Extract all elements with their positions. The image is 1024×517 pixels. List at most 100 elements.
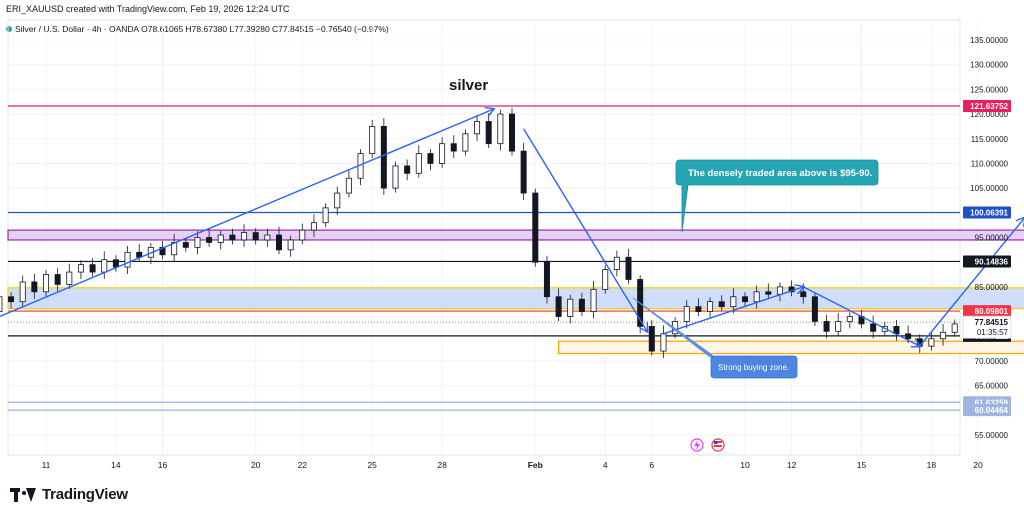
trend-arrow[interactable] xyxy=(0,109,493,326)
y-tick-label: 105.00000 xyxy=(970,184,1008,193)
candle-body xyxy=(427,153,434,164)
trendlines[interactable] xyxy=(0,109,1024,346)
candle-body xyxy=(905,333,912,340)
candle-body xyxy=(404,165,411,174)
last-price-value: 77.84515 xyxy=(975,318,1009,327)
candle-body xyxy=(602,269,609,290)
candle-body xyxy=(462,133,469,152)
candle-body xyxy=(555,296,562,317)
y-tick-label: 65.00000 xyxy=(975,382,1009,391)
candle-body xyxy=(532,192,539,263)
trend-arrow[interactable] xyxy=(523,128,647,331)
candle-body xyxy=(299,229,306,241)
x-tick-label: 20 xyxy=(251,460,261,470)
candle-body xyxy=(112,259,119,268)
y-tick-label: 95.00000 xyxy=(975,234,1009,243)
trend-arrow[interactable] xyxy=(663,287,803,335)
candle-body xyxy=(742,296,749,303)
candle-body xyxy=(951,323,958,333)
x-tick-label: Feb xyxy=(528,460,543,470)
candle-body xyxy=(415,153,422,174)
candle-body xyxy=(310,222,317,231)
flag-stripe-icon xyxy=(714,445,722,447)
candle-body xyxy=(940,331,947,340)
level-value-label: 80.09801 xyxy=(975,307,1009,316)
chart-credit: ERI_XAUUSD created with TradingView.com,… xyxy=(6,4,290,14)
level-tag-red-low xyxy=(963,305,1011,318)
candle-body xyxy=(194,237,201,248)
level-tag-red-top xyxy=(963,99,1011,112)
level-tag-blue-mid xyxy=(963,206,1011,219)
candle-body xyxy=(508,113,515,152)
level-tag-black-a xyxy=(963,255,1011,268)
x-tick-label: 12 xyxy=(787,460,797,470)
purple-zone xyxy=(7,229,1024,241)
brand-name: TradingView xyxy=(42,486,128,503)
y-tick-label: 125.00000 xyxy=(970,85,1008,94)
y-tick-label: 130.00000 xyxy=(970,61,1008,70)
candle-body xyxy=(287,239,294,251)
y-tick-label: 110.00000 xyxy=(971,159,1009,168)
trend-arrow[interactable] xyxy=(802,286,920,346)
callout-bottom-text: Strong buying zone. xyxy=(718,363,789,372)
candle-body xyxy=(31,281,38,293)
candle-body xyxy=(124,251,131,268)
x-tick-label: 20 xyxy=(973,460,983,470)
candle-body xyxy=(765,291,772,295)
level-tag-blue-b xyxy=(963,404,1011,417)
level-value-label: 100.06391 xyxy=(970,208,1008,217)
candle-body xyxy=(800,291,807,298)
level-value-label: 61.63259 xyxy=(975,398,1009,407)
x-tick-label: 22 xyxy=(298,460,308,470)
price-axis[interactable]: 135.00000 130.00000 125.00000 120.00000 115.… xyxy=(970,36,1008,440)
candle-body xyxy=(392,165,399,189)
candle-body xyxy=(578,298,585,312)
candle-body xyxy=(730,296,737,308)
flag-stripe-icon xyxy=(714,441,722,443)
last-price-countdown: 01:35:57 xyxy=(977,328,1009,337)
y-tick-label: 70.00000 xyxy=(975,357,1009,366)
candle-body xyxy=(101,259,108,273)
candle-body xyxy=(275,234,282,251)
callout-top-text: The densely traded area above is $95-90. xyxy=(688,168,872,179)
candle-body xyxy=(8,296,15,303)
candle-body xyxy=(380,126,387,189)
horizontal-levels xyxy=(8,105,960,411)
level-value-label: 60.04464 xyxy=(975,406,1009,415)
candle-body xyxy=(264,234,271,241)
tradingview-logo[interactable]: TradingView xyxy=(10,486,128,503)
orange-zone xyxy=(557,340,1024,355)
market-status-dot xyxy=(6,26,12,32)
candle-body xyxy=(718,301,725,308)
y-tick-label: 115.00000 xyxy=(971,135,1009,144)
candle-body xyxy=(241,232,248,241)
candle-body xyxy=(206,237,213,243)
y-tick-label: 55.00000 xyxy=(975,431,1009,440)
candle-body xyxy=(252,232,259,241)
candle-body xyxy=(870,323,877,332)
trend-arrow[interactable] xyxy=(919,218,1024,347)
x-tick-label: 18 xyxy=(927,460,937,470)
chart-title: silver xyxy=(449,77,488,94)
x-tick-label: 16 xyxy=(158,460,168,470)
x-tick-label: 4 xyxy=(603,460,608,470)
last-price-tag xyxy=(962,315,1012,339)
candle-body xyxy=(811,296,818,322)
candle-body xyxy=(54,274,61,285)
candle-body xyxy=(369,126,376,154)
candle-body xyxy=(485,121,492,145)
x-tick-label: 10 xyxy=(740,460,750,470)
candle-body xyxy=(683,306,690,322)
candle-body xyxy=(695,306,702,312)
candle-body xyxy=(322,207,329,224)
candle-body xyxy=(613,256,620,270)
candle-body xyxy=(753,291,760,303)
time-axis[interactable]: 11141620222528Feb4610121518202426Mar46 xyxy=(42,460,1024,470)
x-tick-label: 14 xyxy=(111,460,121,470)
candle-body xyxy=(217,234,224,243)
x-tick-label: 15 xyxy=(857,460,867,470)
price-labels: 121.63752100.0639190.1483680.0980175.071… xyxy=(962,99,1012,417)
blue-zone xyxy=(7,287,1024,310)
candle-body xyxy=(846,316,853,322)
